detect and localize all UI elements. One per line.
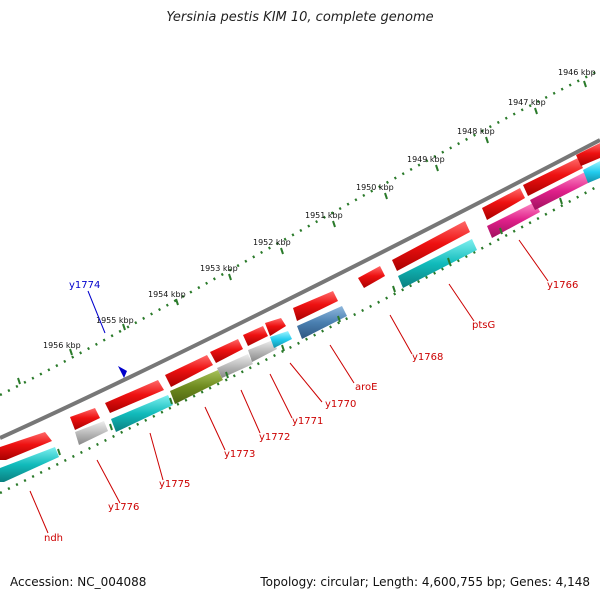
gene-label-y1775[interactable]: y1775 bbox=[159, 479, 190, 490]
gene-label-aroe[interactable]: aroE bbox=[355, 382, 377, 393]
scale-label: 1955 kbp bbox=[96, 316, 134, 325]
inner-ruler-ticks bbox=[57, 197, 563, 456]
gene-ptsg-reverse[interactable] bbox=[398, 239, 477, 288]
gene-y1775-forward[interactable] bbox=[105, 380, 164, 413]
ruler-tick bbox=[225, 371, 229, 379]
gene-label-y1774[interactable]: y1774 bbox=[69, 280, 100, 291]
ruler-tick bbox=[169, 397, 173, 405]
gene-y1773-forward[interactable] bbox=[165, 355, 213, 387]
scale-label: 1951 kbp bbox=[305, 211, 343, 220]
gene-next-reverse[interactable] bbox=[530, 172, 590, 210]
gene-ptsg-forward[interactable] bbox=[392, 221, 470, 271]
gene-label-y1766[interactable]: y1766 bbox=[547, 280, 578, 291]
ruler-tick bbox=[17, 377, 21, 385]
gene-y1772-forward[interactable] bbox=[210, 339, 243, 363]
ruler-tick bbox=[559, 197, 563, 205]
gene-labels: y1766 ptsG y1768 aroE y1770 y1771 y1772 … bbox=[44, 280, 578, 544]
ruler-tick bbox=[499, 227, 503, 235]
scale-ruler bbox=[0, 68, 600, 397]
scale-labels: 1946 kbp 1947 kbp 1948 kbp 1949 kbp 1950… bbox=[43, 68, 596, 350]
gene-y1766-forward[interactable] bbox=[482, 188, 525, 220]
y1774-leader bbox=[87, 290, 106, 334]
gene-y1770-reverse[interactable] bbox=[270, 331, 292, 348]
ruler-tick bbox=[392, 285, 396, 293]
gene-y1770-forward[interactable] bbox=[265, 318, 286, 336]
reverse-strand bbox=[0, 161, 600, 482]
scale-label: 1948 kbp bbox=[457, 127, 495, 136]
genome-backbone bbox=[0, 138, 600, 440]
scale-label: 1947 kbp bbox=[508, 98, 546, 107]
gene-label-y1768[interactable]: y1768 bbox=[412, 352, 443, 363]
gene-y1776-forward[interactable] bbox=[70, 408, 100, 430]
ruler-tick bbox=[57, 448, 61, 456]
gene-ndh-reverse[interactable] bbox=[0, 447, 59, 482]
gene-label-ptsg[interactable]: ptsG bbox=[472, 320, 495, 331]
gene-aroe-reverse[interactable] bbox=[297, 306, 347, 339]
gene-label-y1772[interactable]: y1772 bbox=[259, 432, 290, 443]
gene-next-forward[interactable] bbox=[523, 158, 583, 196]
scale-label: 1950 kbp bbox=[356, 183, 394, 192]
scale-label: 1956 kbp bbox=[43, 341, 81, 350]
ruler-tick bbox=[485, 136, 489, 144]
gene-y1771-reverse[interactable] bbox=[248, 340, 277, 362]
gene-y1771-forward[interactable] bbox=[243, 326, 268, 346]
ruler-tick bbox=[435, 164, 439, 172]
gene-edge-reverse[interactable] bbox=[583, 161, 600, 183]
ruler-tick bbox=[583, 80, 587, 88]
scale-label: 1954 kbp bbox=[148, 290, 186, 299]
ruler-tick bbox=[69, 348, 73, 356]
forward-strand bbox=[0, 143, 600, 460]
accession-text: Accession: NC_004088 bbox=[10, 575, 147, 589]
y1774-marker[interactable] bbox=[118, 366, 127, 378]
gene-y1768-forward[interactable] bbox=[358, 266, 385, 288]
ruler-tick bbox=[228, 273, 232, 281]
ruler-tick bbox=[281, 344, 285, 352]
map-title: Yersinia pestis KIM 10, complete genome bbox=[166, 10, 434, 25]
outer-ruler-ticks bbox=[17, 80, 587, 385]
gene-label-y1770[interactable]: y1770 bbox=[325, 399, 356, 410]
ruler-tick bbox=[280, 247, 284, 255]
ruler-tick bbox=[534, 107, 538, 115]
gene-y1776-reverse[interactable] bbox=[75, 421, 108, 445]
scale-label: 1953 kbp bbox=[200, 264, 238, 273]
ruler-tick bbox=[332, 220, 336, 228]
gene-label-y1776[interactable]: y1776 bbox=[108, 502, 139, 513]
scale-label: 1952 kbp bbox=[253, 238, 291, 247]
ruler-tick bbox=[337, 315, 341, 323]
ruler-tick bbox=[384, 192, 388, 200]
scale-label: 1946 kbp bbox=[558, 68, 596, 77]
gene-ndh-forward[interactable] bbox=[0, 432, 52, 460]
inner-ruler bbox=[0, 183, 600, 495]
genome-summary-text: Topology: circular; Length: 4,600,755 bp… bbox=[260, 575, 590, 589]
ruler-tick bbox=[109, 423, 113, 431]
gene-label-y1771[interactable]: y1771 bbox=[292, 416, 323, 427]
gene-y1773-reverse[interactable] bbox=[170, 370, 223, 404]
ruler-tick bbox=[447, 257, 451, 265]
gene-label-ndh[interactable]: ndh bbox=[44, 533, 63, 544]
ruler-tick bbox=[122, 323, 126, 331]
scale-label: 1949 kbp bbox=[407, 155, 445, 164]
gene-y1775-reverse[interactable] bbox=[111, 395, 173, 432]
label-leaders bbox=[29, 239, 549, 534]
gene-label-y1773[interactable]: y1773 bbox=[224, 449, 255, 460]
gene-arof-forward[interactable] bbox=[293, 291, 338, 321]
gene-edge-forward[interactable] bbox=[576, 143, 600, 166]
ruler-tick bbox=[175, 298, 179, 306]
